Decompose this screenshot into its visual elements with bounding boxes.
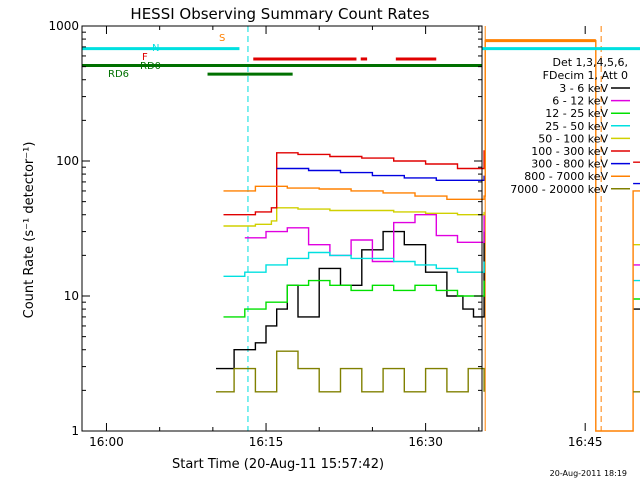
series-line-3-1 <box>633 279 640 282</box>
series-line-8-1 <box>633 391 640 393</box>
series-line-1-1 <box>633 264 640 266</box>
y-tick-label-0: 1 <box>71 424 79 438</box>
flag-label-4: RD6 <box>108 69 129 80</box>
legend-header-line-1: Det 1,3,4,5,6, <box>552 56 628 69</box>
plot-frame <box>81 25 483 432</box>
date-stamp: 20-Aug-2011 18:19 <box>550 469 627 478</box>
x-tick-label-0: 16:00 <box>89 435 124 449</box>
x-tick-label-2: 16:30 <box>408 435 443 449</box>
y-tick-label-1: 10 <box>64 289 79 303</box>
series-line-4-0 <box>223 207 485 227</box>
series-line-2-1 <box>633 298 640 300</box>
y-axis-label: Count Rate (s⁻¹ detector⁻¹) <box>22 142 37 319</box>
series-line-0-0 <box>216 230 485 370</box>
series-line-5-1 <box>633 161 640 163</box>
flag-label-0: N <box>152 43 159 54</box>
chart-title: HESSI Observing Summary Count Rates <box>130 5 429 23</box>
legend: Det 1,3,4,5,6, FDecim 1, Att 0 3 - 6 keV… <box>510 56 630 196</box>
flag-label-2: F <box>142 52 148 63</box>
series-line-5-0 <box>223 150 485 216</box>
x-tick-label-3: 16:45 <box>568 435 603 449</box>
x-tick-label-1: 16:15 <box>249 435 284 449</box>
legend-label-8: 7000 - 20000 keV <box>510 183 608 196</box>
series-line-2-0 <box>223 279 485 318</box>
y-tick-label-2: 100 <box>56 154 79 168</box>
legend-label-3: 25 - 50 keV <box>545 120 608 133</box>
legend-label-4: 50 - 100 keV <box>538 132 608 145</box>
series-line-1-0 <box>244 214 485 263</box>
legend-label-7: 800 - 7000 keV <box>524 170 608 183</box>
flag-label-3: RD0 <box>140 61 161 72</box>
legend-label-0: 3 - 6 keV <box>559 82 608 95</box>
legend-label-6: 300 - 800 keV <box>531 158 608 171</box>
legend-header-line-2: FDecim 1, Att 0 <box>543 69 628 82</box>
series-line-6-1 <box>633 182 640 185</box>
y-tick-label-3: 1000 <box>48 19 79 33</box>
legend-label-2: 12 - 25 keV <box>545 107 608 120</box>
series-line-4-1 <box>633 244 640 246</box>
legend-label-5: 100 - 300 keV <box>531 145 608 158</box>
series-line-8-0 <box>216 350 485 393</box>
flag-label-1: S <box>219 33 225 44</box>
legend-label-1: 6 - 12 keV <box>552 95 608 108</box>
x-axis-label: Start Time (20-Aug-11 15:57:42) <box>172 457 384 472</box>
series-line-3-0 <box>223 251 485 277</box>
axes: 16:0016:1516:3016:4517:0017:1517:3011010… <box>48 19 603 449</box>
series-line-6-0 <box>276 167 485 181</box>
